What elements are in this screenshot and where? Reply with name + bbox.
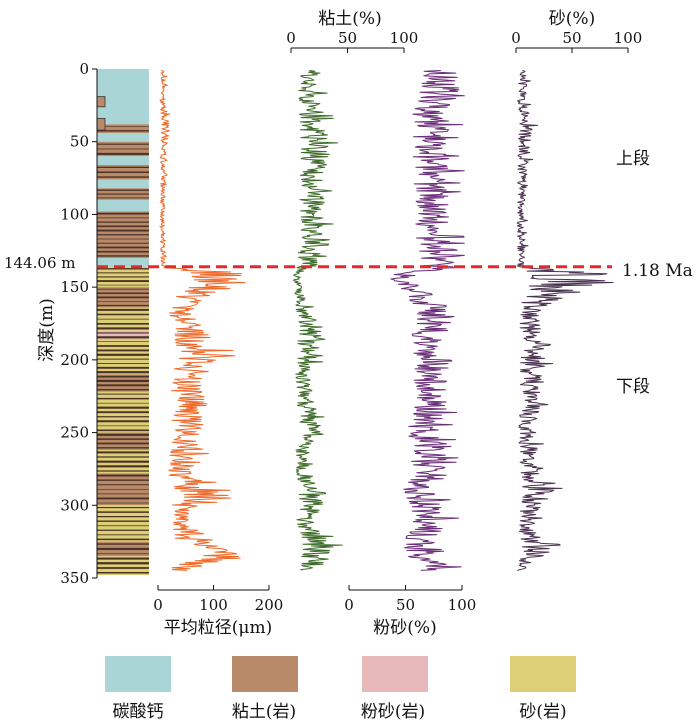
grain-axis-title: 平均粒径(μm) [164,618,272,638]
lithology-unit [97,330,149,340]
lithology-unit [97,69,149,125]
legend-label-sand: 砂(岩) [519,702,566,722]
legend-swatch-sand [510,656,576,692]
boundary-age-label: 1.18 Ma [622,261,693,281]
sand-tick-label: 0 [511,29,521,47]
silt-tick-label: 100 [448,596,477,614]
clay-tick-label: 50 [338,29,357,47]
legend-label-carbonate: 碳酸钙 [113,702,164,722]
legend-swatch-silt [362,656,428,692]
legend-label-silt: 粉砂(岩) [361,702,425,722]
depth-tick-label: 0 [79,60,89,78]
grain-series-line [159,70,246,571]
lithology-small-block [96,96,106,108]
lithology-small-block [96,118,106,131]
lithology-unit [97,432,149,451]
sand-tick-label: 100 [614,29,643,47]
legend-swatch-clay [232,656,298,692]
depth-tick-label: 250 [60,424,89,442]
segment-label-upper: 上段 [616,149,650,169]
lithology-unit [97,199,149,212]
depth-tick-label: 200 [60,351,89,369]
legend-swatch-carbonate [105,656,171,692]
clay-tick-label: 0 [286,29,296,47]
depth-tick-label: 50 [70,133,89,151]
lithology-unit [97,374,149,392]
silt-tick-label: 50 [396,596,415,614]
grain-tick-label: 200 [255,596,284,614]
grain-tick-label: 0 [153,596,163,614]
depth-tick-label: 150 [60,278,89,296]
lithology-unit [97,505,149,542]
segment-label-lower: 下段 [616,377,650,397]
legend-label-clay: 粘土(岩) [232,702,296,722]
clay-tick-label: 100 [390,29,419,47]
lithology-unit [97,132,149,142]
depth-tick-label: 100 [60,205,89,223]
sand-tick-label: 50 [562,29,581,47]
clay-series-line [293,70,343,571]
lithology-unit [97,339,149,375]
depth-axis-label: 深度(m) [37,298,57,361]
lithology-unit [97,156,149,165]
lithology-unit [97,124,149,133]
silt-axis-title: 粉砂(%) [373,618,436,638]
sand-series-line [516,70,614,571]
lithology-unit [97,258,149,267]
lithology-unit [97,556,149,576]
lithology-unit [97,179,149,189]
boundary-depth-label: 144.06 m [4,254,75,272]
clay-axis-title: 粘土(%) [318,9,381,29]
depth-tick-label: 350 [60,569,89,587]
depth-tick-label: 300 [60,496,89,514]
silt-tick-label: 0 [344,596,354,614]
silt-series-line [390,70,465,571]
sand-axis-title: 砂(%) [549,9,595,29]
grain-tick-label: 100 [199,596,228,614]
